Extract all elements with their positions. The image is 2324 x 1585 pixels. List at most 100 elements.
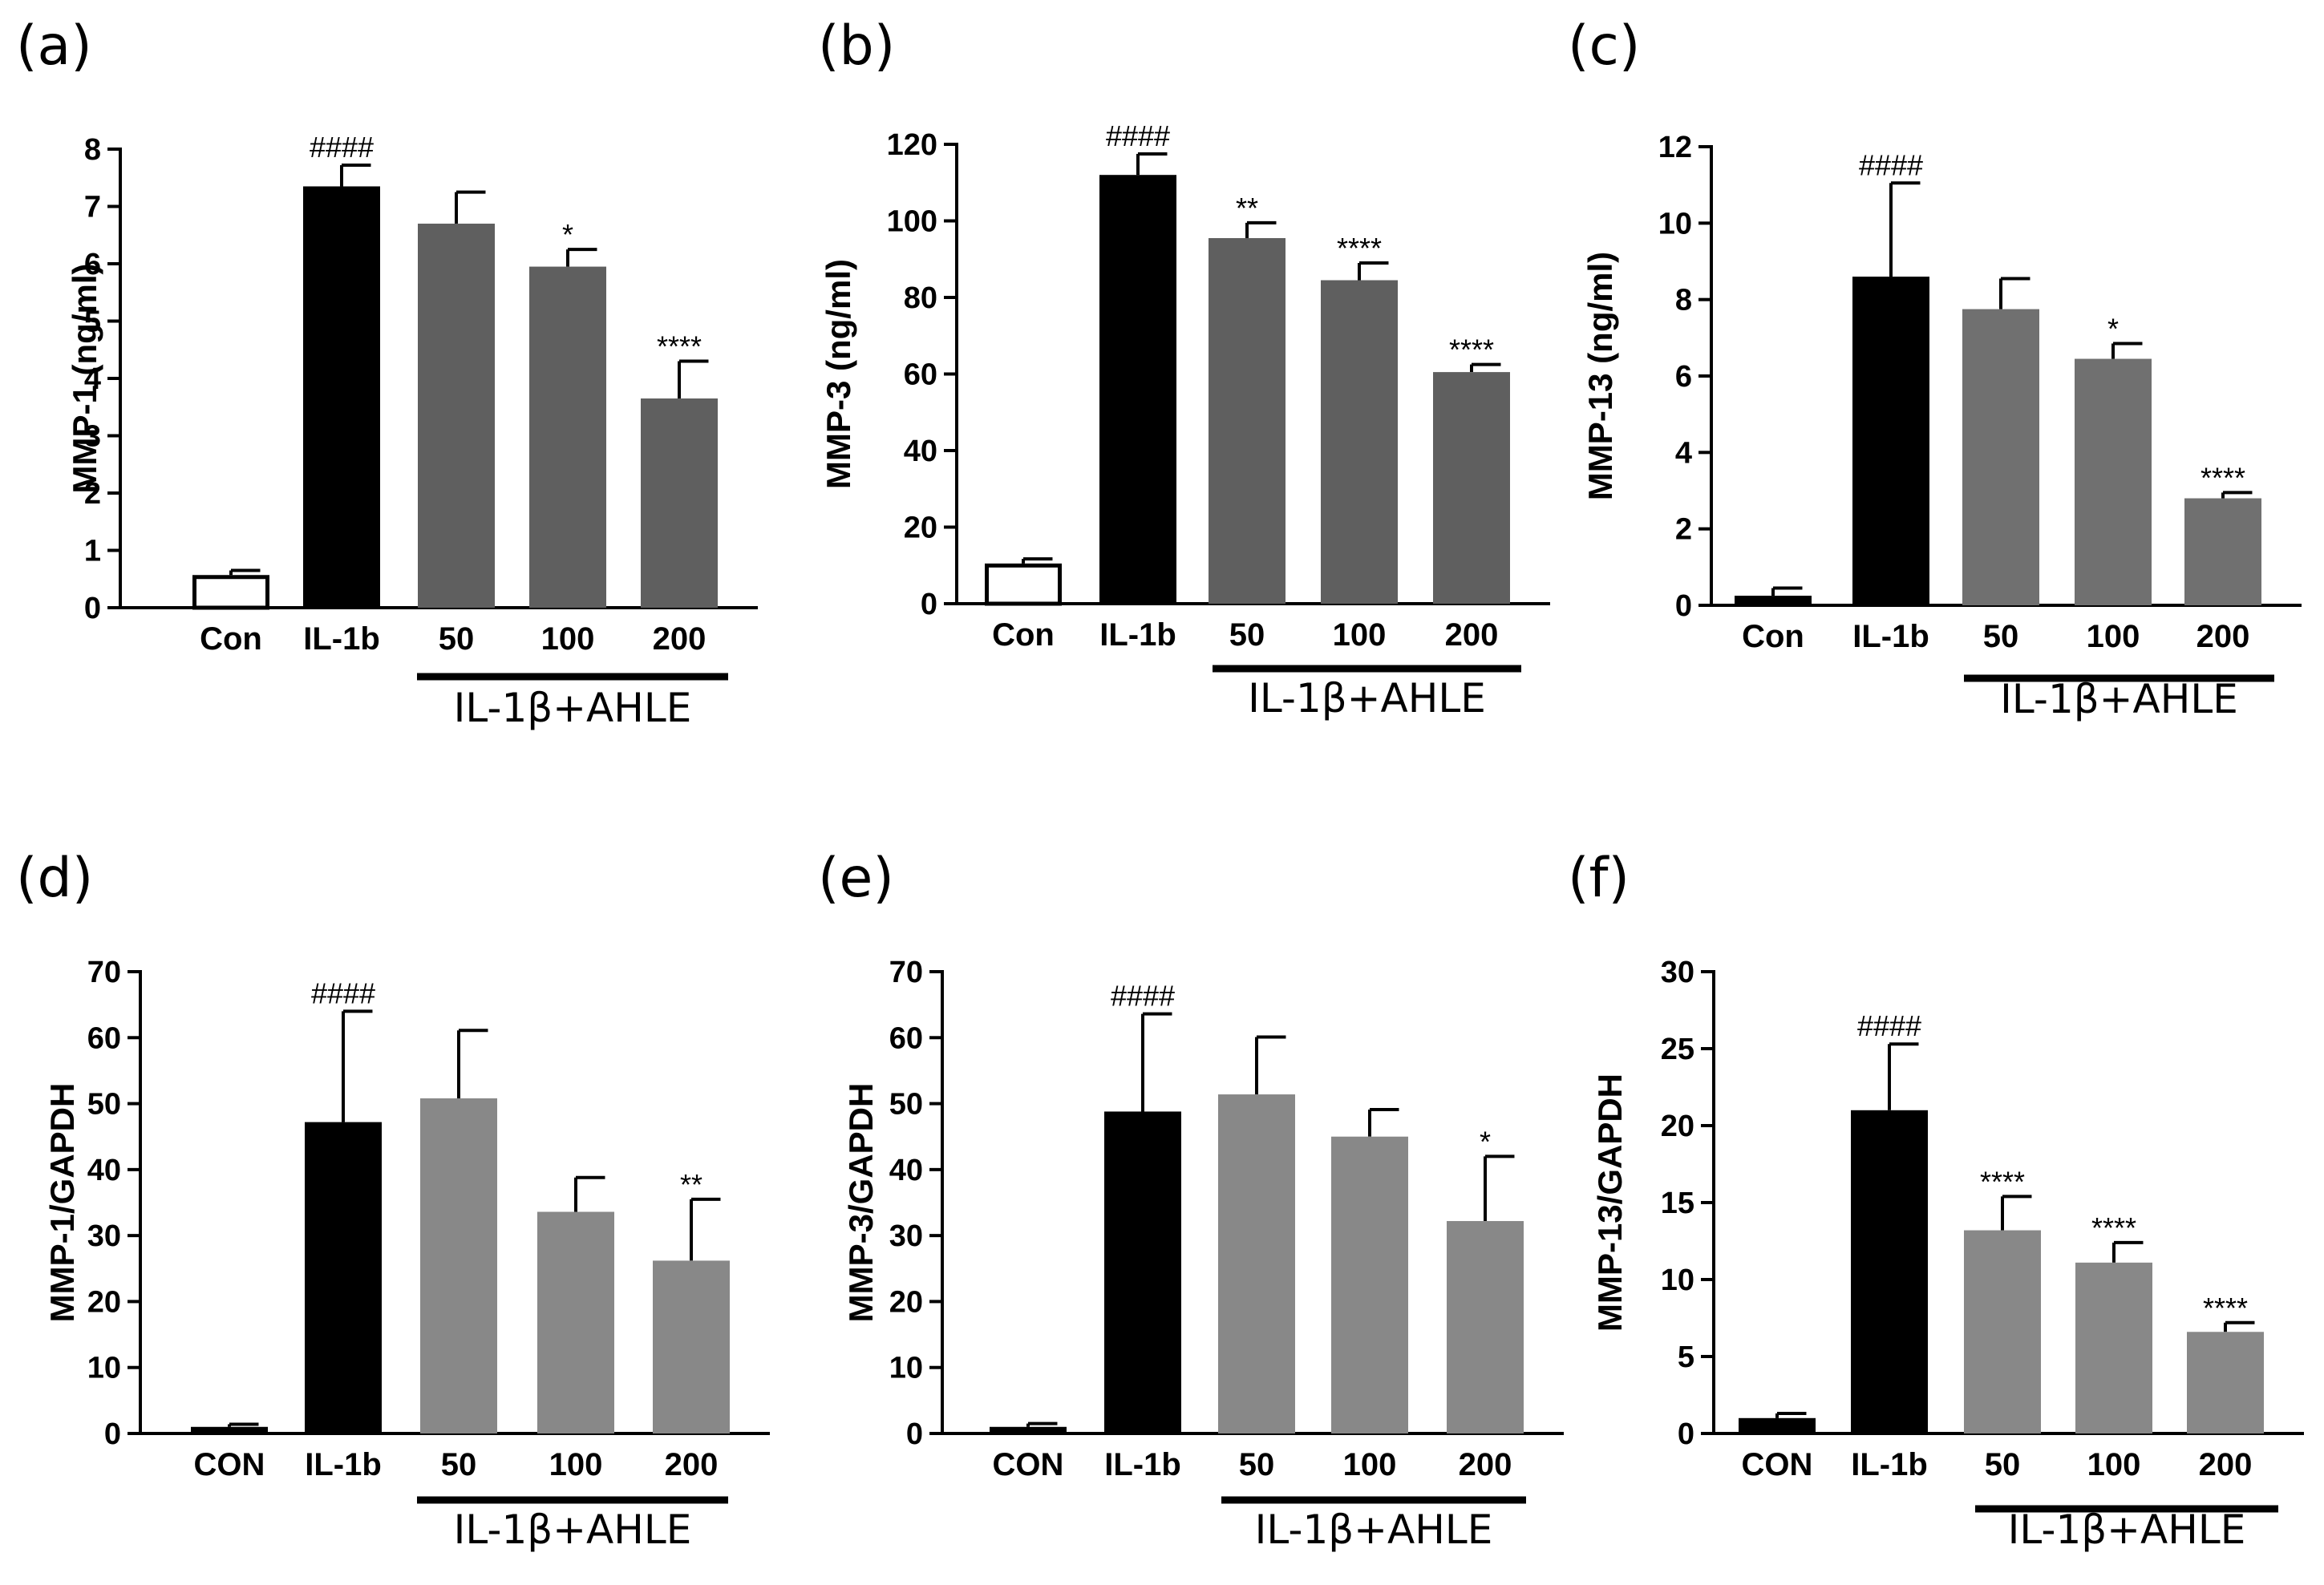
bar-il-1b [1851,1110,1928,1433]
bar-con [985,563,1062,606]
category-label: 50 [1983,619,2019,654]
y-tick-label: 5 [84,305,101,339]
significance-label: **** [2203,1292,2248,1324]
y-tick-label: 15 [1661,1187,1694,1220]
category-label: 100 [2087,1447,2141,1482]
y-tick-label: 4 [84,362,101,396]
category-label: CON [1742,1447,1813,1482]
bar-200 [653,1260,730,1433]
bar-100 [1321,280,1398,604]
bar-100 [1331,1136,1408,1433]
y-tick-label: 60 [87,1021,121,1055]
y-tick-label: 0 [921,588,937,621]
category-label: 100 [541,621,595,657]
category-label: 50 [441,1447,477,1482]
y-tick-label: 40 [889,1154,923,1187]
bar-con [191,1426,268,1433]
y-tick-label: 10 [1661,1264,1694,1297]
chart-panel-6: (f) 0 5 10 15 20 25 30 MMP-13/GAPDH CON #### IL-1b *… [1568,847,2304,1553]
significance-label: **** [1980,1165,2025,1198]
y-axis-label: MMP-3 (ng/ml) [820,259,857,489]
y-tick-label: 0 [906,1417,923,1451]
chart-panel-2: (b) 0 20 40 60 80 100 120 MMP-3 (ng/ml) Con #### IL… [818,14,1550,722]
category-label: IL-1b [303,621,380,657]
y-tick-label: 20 [1661,1110,1694,1143]
bar-il-1b [1852,277,1929,605]
bar-100 [2075,358,2152,605]
bar-100 [537,1211,614,1433]
y-tick-label: 5 [1678,1340,1694,1374]
y-tick-label: 10 [1658,207,1692,241]
category-label: IL-1b [1851,1447,1928,1482]
bar-il-1b [1104,1111,1181,1433]
category-label: Con [992,617,1055,653]
group-label: IL-1β+AHLE [2000,676,2238,722]
significance-label: **** [2201,461,2245,494]
significance-label: **** [1449,334,1494,366]
significance-label: #### [1111,980,1175,1013]
bar-50 [1964,1230,2041,1433]
y-tick-label: 2 [84,477,101,511]
category-label: 50 [439,621,475,657]
bar-con [1735,596,1812,605]
y-tick-label: 2 [1675,513,1692,547]
y-tick-label: 20 [904,511,937,545]
bar-200 [641,398,718,608]
significance-label: #### [1857,1009,1921,1042]
significance-label: #### [1859,148,1923,181]
y-tick-label: 25 [1661,1033,1694,1066]
category-label: 200 [665,1447,719,1482]
y-axis-label: MMP-1/GAPDH [43,1083,81,1323]
significance-label: * [2107,312,2119,345]
category-label: 100 [549,1447,603,1482]
chart-panel-4: (d) 0 10 20 30 40 50 60 70 MMP-1/GAPDH CON #### IL-1… [16,847,770,1553]
y-axis-label: MMP-13 (ng/ml) [1581,252,1619,500]
y-tick-label: 30 [87,1219,121,1253]
bar-con [1739,1417,1816,1433]
category-label: Con [1742,619,1804,654]
category-label: IL-1b [1852,619,1929,654]
y-tick-label: 20 [87,1285,121,1319]
bar-200 [2187,1332,2264,1433]
bar-con [990,1426,1067,1433]
y-tick-label: 60 [904,358,937,392]
bar-100 [529,266,606,608]
y-tick-label: 30 [1661,956,1694,989]
category-label: IL-1b [305,1447,382,1482]
bar-200 [2184,498,2261,605]
y-tick-label: 60 [889,1021,923,1055]
category-label: IL-1b [1099,617,1176,653]
category-label: Con [200,621,262,657]
category-label: 200 [2199,1447,2253,1482]
significance-label: ** [680,1168,702,1201]
y-tick-label: 100 [887,205,937,239]
y-tick-label: 50 [87,1088,121,1122]
chart-panel-1: (a) 0 1 2 3 4 5 6 7 8 MMP-1 (ng/ml) Con #### IL-1b 50 *… [16,14,758,731]
bar-50 [420,1098,497,1433]
bar-il-1b [303,186,380,609]
category-label: 200 [1459,1447,1512,1482]
y-axis-label: MMP-1 (ng/ml) [66,264,103,494]
y-tick-label: 30 [889,1219,923,1253]
chart-panel-3: (c) 0 2 4 6 8 10 12 MMP-13 (ng/ml) Con #### IL-1b 50… [1568,14,2302,722]
y-tick-label: 3 [84,420,101,454]
significance-label: **** [657,330,702,363]
bar-50 [1962,309,2039,605]
y-tick-label: 0 [84,592,101,625]
y-tick-label: 8 [84,133,101,167]
bar-il-1b [1099,175,1176,604]
group-label: IL-1β+AHLE [2008,1506,2246,1553]
y-tick-label: 20 [889,1285,923,1319]
y-tick-label: 50 [889,1088,923,1122]
y-tick-label: 0 [1678,1417,1694,1451]
category-label: 100 [1333,617,1387,653]
panel-letter: (e) [818,847,894,910]
y-tick-label: 10 [889,1352,923,1385]
group-label: IL-1β+AHLE [1248,675,1486,722]
y-tick-label: 12 [1658,131,1692,164]
significance-label: ** [1236,192,1258,224]
y-tick-label: 70 [889,956,923,989]
panel-letter: (c) [1568,14,1640,78]
category-label: 200 [2196,619,2250,654]
